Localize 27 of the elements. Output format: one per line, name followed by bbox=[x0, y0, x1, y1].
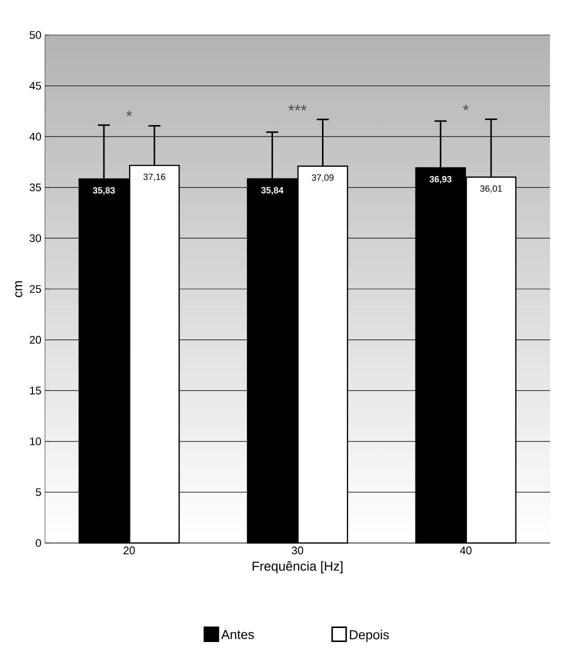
x-tick-label: 20 bbox=[124, 546, 135, 554]
y-tick-label: 30 bbox=[30, 234, 42, 242]
data-label: 36,01 bbox=[480, 185, 502, 193]
x-axis-title: Frequência [Hz] bbox=[252, 561, 342, 574]
y-tick-label: 35 bbox=[30, 184, 41, 192]
y-tick-label: 20 bbox=[30, 336, 42, 344]
data-label: 36,93 bbox=[430, 176, 452, 184]
legend-label: Depois bbox=[350, 630, 389, 642]
legend-label: Antes bbox=[221, 630, 254, 640]
y-tick-label: 0 bbox=[36, 539, 42, 547]
x-tick-label: 40 bbox=[460, 546, 472, 554]
y-tick-label: 45 bbox=[29, 82, 41, 90]
y-tick-label: 15 bbox=[30, 386, 41, 394]
x-tick-label: 30 bbox=[292, 546, 304, 554]
data-label: 37,09 bbox=[312, 174, 334, 182]
data-label: 35,83 bbox=[92, 187, 115, 195]
y-axis-title: cm bbox=[15, 281, 22, 298]
y-tick-label: 10 bbox=[30, 438, 42, 446]
y-tick-label: 40 bbox=[29, 132, 42, 140]
y-tick-label: 25 bbox=[30, 285, 41, 293]
y-tick-label: 50 bbox=[30, 31, 42, 39]
y-tick-label: 5 bbox=[36, 488, 41, 496]
data-label: 35,84 bbox=[261, 187, 284, 195]
annotation: *** bbox=[288, 104, 307, 110]
annotation: * bbox=[126, 110, 132, 116]
data-label: 37,16 bbox=[144, 174, 166, 182]
annotation: * bbox=[462, 104, 469, 110]
